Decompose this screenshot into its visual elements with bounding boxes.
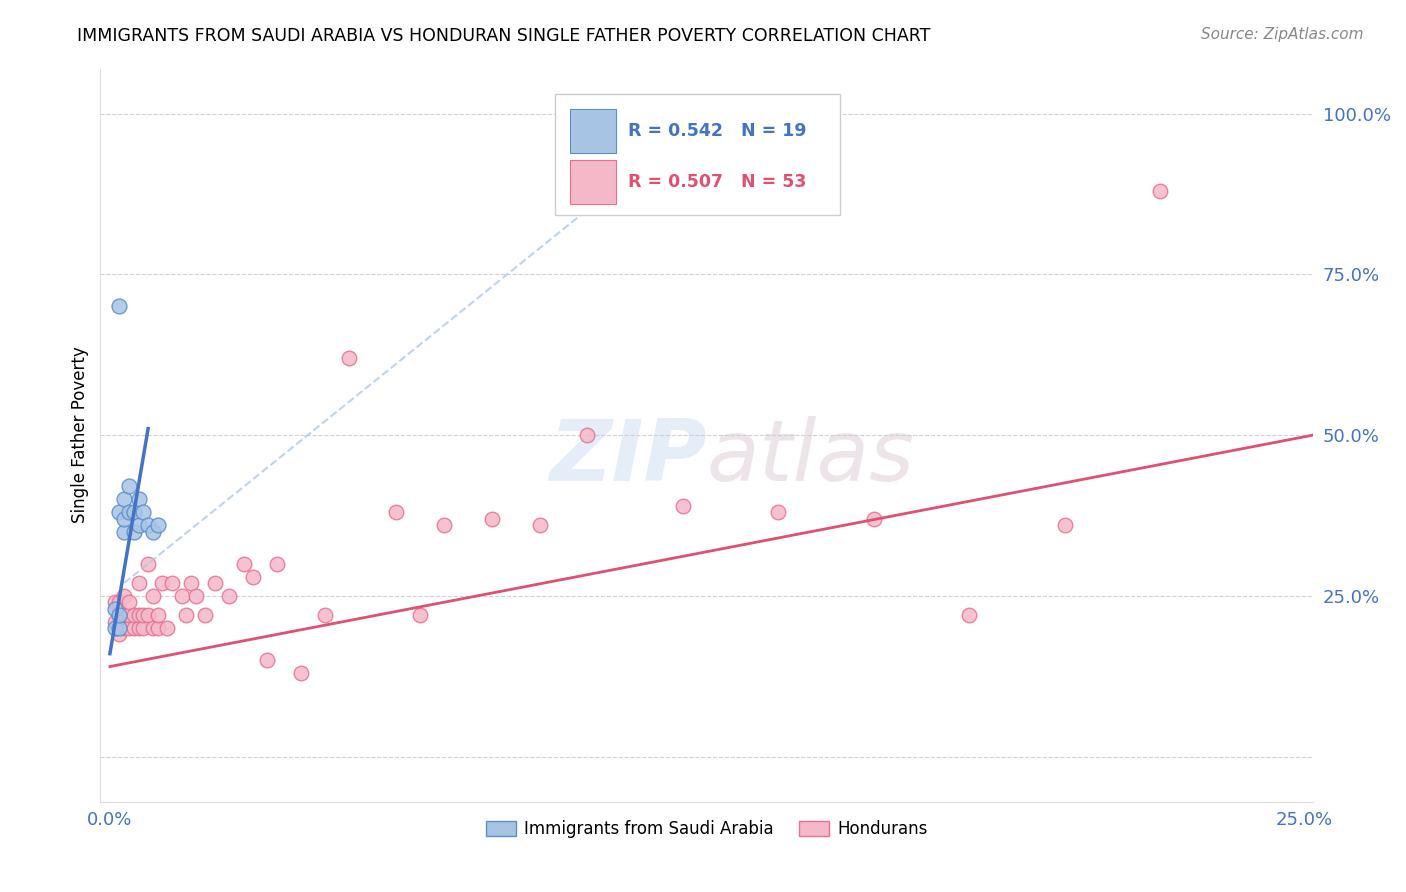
Text: atlas: atlas [707, 416, 915, 499]
Point [146, 608, 169, 623]
Point [118, 505, 141, 519]
Point [122, 524, 145, 539]
Point [128, 518, 150, 533]
Point [180, 576, 202, 591]
Y-axis label: Single Father Poverty: Single Father Poverty [72, 347, 89, 524]
Point [152, 576, 174, 591]
Point [576, 428, 599, 442]
Point [194, 608, 217, 623]
Point [108, 608, 131, 623]
Point [108, 627, 131, 641]
Point [136, 557, 159, 571]
Point [146, 621, 169, 635]
Point [128, 608, 150, 623]
Point [1053, 518, 1076, 533]
Point [409, 608, 432, 623]
Text: IMMIGRANTS FROM SAUDI ARABIA VS HONDURAN SINGLE FATHER POVERTY CORRELATION CHART: IMMIGRANTS FROM SAUDI ARABIA VS HONDURAN… [77, 27, 931, 45]
Point [256, 653, 278, 667]
Point [128, 621, 150, 635]
FancyBboxPatch shape [555, 95, 841, 215]
Point [104, 595, 127, 609]
Point [142, 589, 165, 603]
Point [160, 576, 183, 591]
Point [142, 621, 165, 635]
Point [156, 621, 179, 635]
Point [128, 576, 150, 591]
Point [108, 621, 131, 635]
Point [266, 557, 288, 571]
Point [170, 589, 193, 603]
Point [122, 608, 145, 623]
Point [184, 589, 207, 603]
Point [108, 505, 131, 519]
Point [136, 518, 159, 533]
Point [108, 595, 131, 609]
Point [481, 511, 503, 525]
Point [118, 608, 141, 623]
Point [128, 492, 150, 507]
Point [112, 589, 135, 603]
Point [112, 608, 135, 623]
FancyBboxPatch shape [569, 161, 616, 204]
Point [1149, 184, 1171, 198]
Point [112, 524, 135, 539]
Point [142, 524, 165, 539]
Point [104, 615, 127, 629]
Legend: Immigrants from Saudi Arabia, Hondurans: Immigrants from Saudi Arabia, Hondurans [479, 814, 935, 845]
Point [176, 608, 198, 623]
Point [108, 300, 131, 314]
Point [959, 608, 981, 623]
Point [112, 492, 135, 507]
Text: ZIP: ZIP [550, 416, 707, 499]
Point [314, 608, 336, 623]
Point [122, 505, 145, 519]
Point [118, 479, 141, 493]
Text: R = 0.542   N = 19: R = 0.542 N = 19 [628, 122, 807, 140]
Point [118, 621, 141, 635]
Point [132, 621, 155, 635]
Point [529, 518, 551, 533]
Point [218, 589, 240, 603]
Point [337, 351, 360, 365]
Point [242, 569, 264, 583]
Point [232, 557, 254, 571]
Point [433, 518, 456, 533]
Text: R = 0.507   N = 53: R = 0.507 N = 53 [628, 173, 807, 191]
Point [136, 608, 159, 623]
Point [104, 601, 127, 615]
FancyBboxPatch shape [569, 109, 616, 153]
Text: Source: ZipAtlas.com: Source: ZipAtlas.com [1201, 27, 1364, 42]
Point [122, 621, 145, 635]
Point [146, 518, 169, 533]
Point [290, 665, 312, 680]
Point [204, 576, 226, 591]
Point [132, 505, 155, 519]
Point [768, 505, 790, 519]
Point [385, 505, 408, 519]
Point [118, 595, 141, 609]
Point [863, 511, 886, 525]
Point [108, 608, 131, 623]
Point [112, 511, 135, 525]
Point [132, 608, 155, 623]
Point [104, 621, 127, 635]
Point [112, 621, 135, 635]
Point [672, 499, 695, 513]
